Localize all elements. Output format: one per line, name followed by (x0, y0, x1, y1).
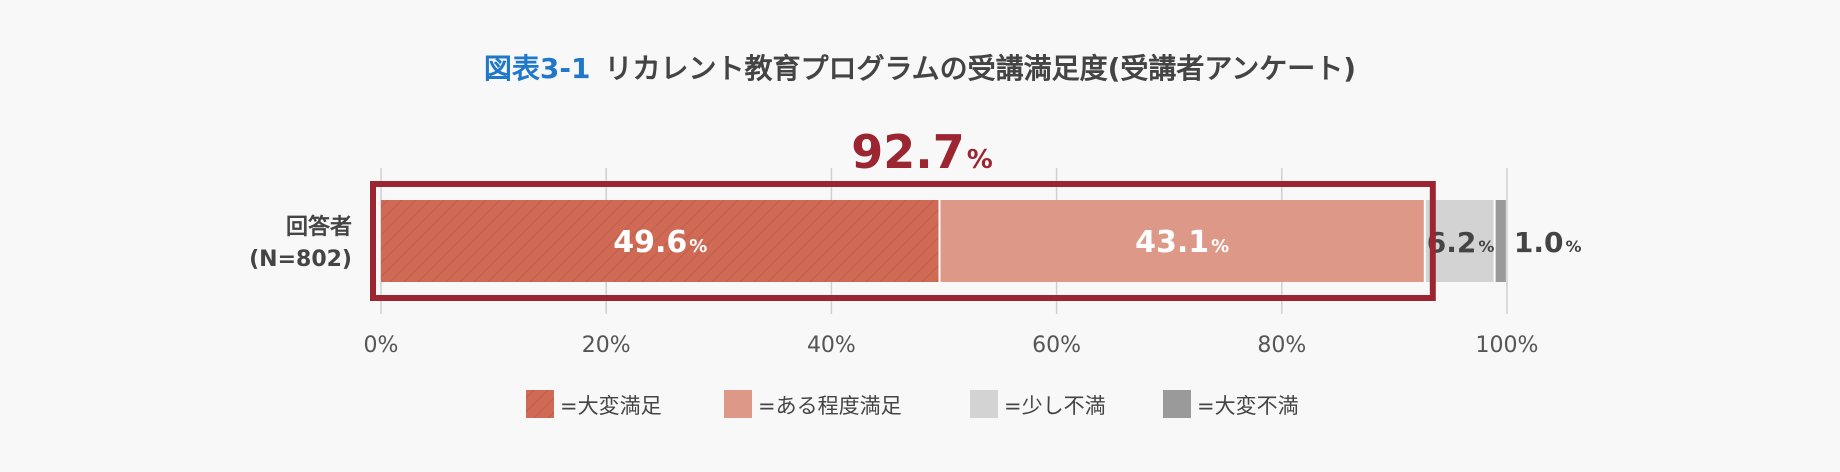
x-tick-label-80: 80% (1257, 333, 1306, 358)
legend-item-1: =ある程度満足 (724, 390, 902, 418)
legend-item-2: =少し不満 (970, 390, 1106, 418)
legend-swatch-1 (724, 390, 752, 418)
highlight-total-unit: % (967, 145, 993, 175)
bar-segment-1 (939, 200, 1425, 282)
legend-label-0: =大変満足 (560, 394, 662, 418)
category-label-line-1: 回答者 (286, 214, 352, 240)
legend-swatch-3 (1163, 390, 1191, 418)
bar-segments (381, 200, 1506, 282)
category-label: 回答者 (N=802) (249, 214, 352, 272)
chart-title-main: リカレント教育プログラムの受講満足度(受講者アンケート) (604, 52, 1356, 85)
legend: =大変満足 =ある程度満足 =少し不満 =大変不満 (526, 390, 1299, 418)
bar-label-0: 49.6% (613, 225, 707, 260)
x-tick-label-20: 20% (582, 333, 631, 358)
x-axis-ticks: 0% 20% 40% 60% 80% 100% (364, 333, 1539, 358)
bar-label-1: 43.1% (1135, 225, 1229, 260)
legend-label-2: =少し不満 (1004, 394, 1106, 418)
x-tick-label-100: 100% (1476, 333, 1539, 358)
legend-label-1: =ある程度満足 (758, 394, 902, 418)
legend-item-0: =大変満足 (526, 390, 662, 418)
chart-title: 図表3-1 リカレント教育プログラムの受講満足度(受講者アンケート) (484, 52, 1356, 85)
legend-item-3: =大変不満 (1163, 390, 1299, 418)
legend-label-3: =大変不満 (1197, 394, 1299, 418)
bar-label-3: 1.0% (1514, 226, 1582, 259)
highlight-total-label: 92.7% (851, 125, 993, 179)
bar-segment-2 (1424, 200, 1495, 282)
highlight-box (370, 181, 1436, 301)
legend-swatch-hatch-0 (526, 390, 554, 418)
bar-segment-3 (1494, 200, 1506, 282)
x-tick-label-60: 60% (1032, 333, 1081, 358)
legend-swatch-2 (970, 390, 998, 418)
category-label-line-2: (N=802) (249, 247, 352, 272)
x-tick-label-0: 0% (364, 333, 399, 358)
chart-title-prefix: 図表3-1 (484, 52, 591, 85)
bar-segment-hatch-0 (381, 200, 940, 282)
highlight-total-value: 92.7 (851, 125, 965, 179)
x-tick-label-40: 40% (807, 333, 856, 358)
